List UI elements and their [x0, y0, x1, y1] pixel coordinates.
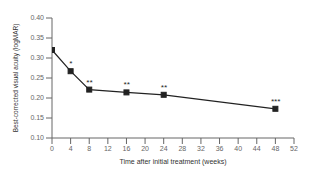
svg-text:**: **	[86, 78, 93, 87]
svg-text:**: **	[161, 83, 168, 92]
svg-text:0.30: 0.30	[30, 54, 44, 61]
svg-text:16: 16	[123, 145, 131, 152]
svg-text:24: 24	[160, 145, 168, 152]
svg-text:36: 36	[216, 145, 224, 152]
svg-text:40: 40	[234, 145, 242, 152]
svg-text:20: 20	[141, 145, 149, 152]
svg-text:0: 0	[50, 145, 54, 152]
svg-text:28: 28	[178, 145, 186, 152]
svg-text:Time after initial treatment (: Time after initial treatment (weeks)	[119, 158, 226, 166]
svg-text:32: 32	[197, 145, 205, 152]
svg-text:*: *	[69, 59, 73, 68]
svg-text:0.10: 0.10	[30, 134, 44, 141]
svg-text:48: 48	[271, 145, 279, 152]
svg-text:8: 8	[87, 145, 91, 152]
svg-text:0.25: 0.25	[30, 74, 44, 81]
svg-text:0.35: 0.35	[30, 34, 44, 41]
svg-text:4: 4	[69, 145, 73, 152]
svg-text:0.40: 0.40	[30, 14, 44, 21]
svg-text:***: ***	[271, 97, 281, 106]
svg-text:0.15: 0.15	[30, 114, 44, 121]
svg-text:12: 12	[104, 145, 112, 152]
svg-text:52: 52	[290, 145, 298, 152]
svg-text:44: 44	[253, 145, 261, 152]
svg-text:0.20: 0.20	[30, 94, 44, 101]
svg-text:Best-corrected visual acuity (: Best-corrected visual acuity (logMAR)	[12, 24, 20, 133]
svg-text:**: **	[123, 80, 130, 89]
